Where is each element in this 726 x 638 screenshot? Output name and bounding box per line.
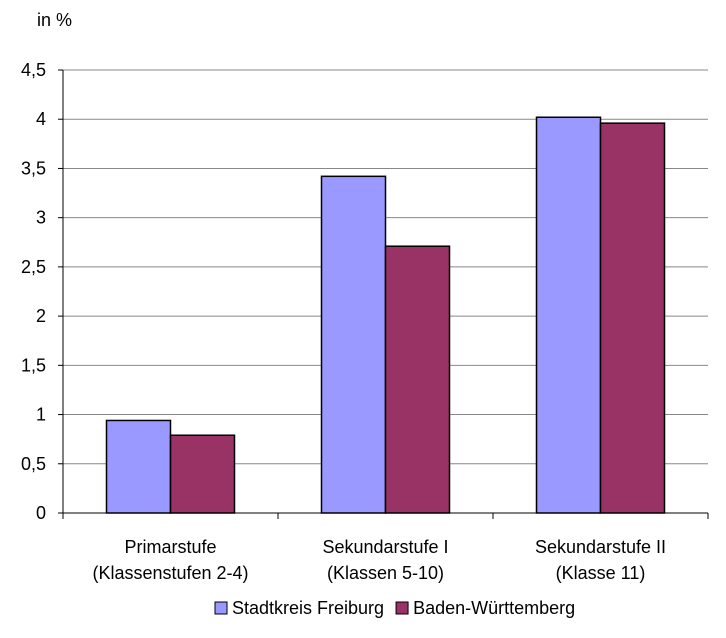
- bars: [105, 116, 666, 514]
- bar: [599, 122, 666, 514]
- bar: [169, 434, 236, 514]
- axes: [58, 69, 709, 519]
- bar: [535, 116, 602, 514]
- bar: [105, 419, 172, 514]
- y-tick-label: 3,5: [21, 158, 46, 178]
- y-tick-label: 3: [36, 208, 46, 228]
- y-tick-label: 4,5: [21, 60, 46, 80]
- legend: Stadtkreis Freiburg Baden-Württemberg: [214, 598, 575, 618]
- y-axis-label: in %: [37, 10, 72, 30]
- y-tick-label: 2,5: [21, 257, 46, 277]
- y-tick-label: 0,5: [21, 454, 46, 474]
- x-tick-label: Primarstufe (Klassenstufen 2-4): [92, 537, 248, 583]
- y-tick-label: 4: [36, 109, 46, 129]
- x-tick-label-line: (Klassenstufen 2-4): [92, 563, 248, 583]
- x-tick-label-line: (Klasse 11): [556, 563, 646, 583]
- bar: [384, 245, 451, 514]
- y-tick-labels: 0 0,5 1 1,5 2 2,5 3 3,5 4 4,5: [21, 60, 46, 523]
- bar: [320, 175, 387, 514]
- legend-label: Stadtkreis Freiburg: [232, 598, 384, 618]
- x-tick-label-line: Sekundarstufe I: [322, 537, 448, 557]
- x-tick-label-line: Primarstufe: [124, 537, 216, 557]
- x-tick-label-line: Sekundarstufe II: [535, 537, 666, 557]
- legend-label: Baden-Württemberg: [413, 598, 575, 618]
- legend-swatch: [214, 601, 228, 615]
- y-tick-label: 2: [36, 306, 46, 326]
- legend-swatch: [395, 601, 409, 615]
- x-tick-label-line: (Klassen 5-10): [327, 563, 444, 583]
- y-tick-label: 1: [36, 405, 46, 425]
- x-tick-label: Sekundarstufe I (Klassen 5-10): [322, 537, 448, 583]
- x-tick-labels: Primarstufe (Klassenstufen 2-4) Sekundarst…: [92, 537, 666, 583]
- y-tick-label: 1,5: [21, 355, 46, 375]
- x-tick-label: Sekundarstufe II (Klasse 11): [535, 537, 666, 583]
- y-tick-label: 0: [36, 503, 46, 523]
